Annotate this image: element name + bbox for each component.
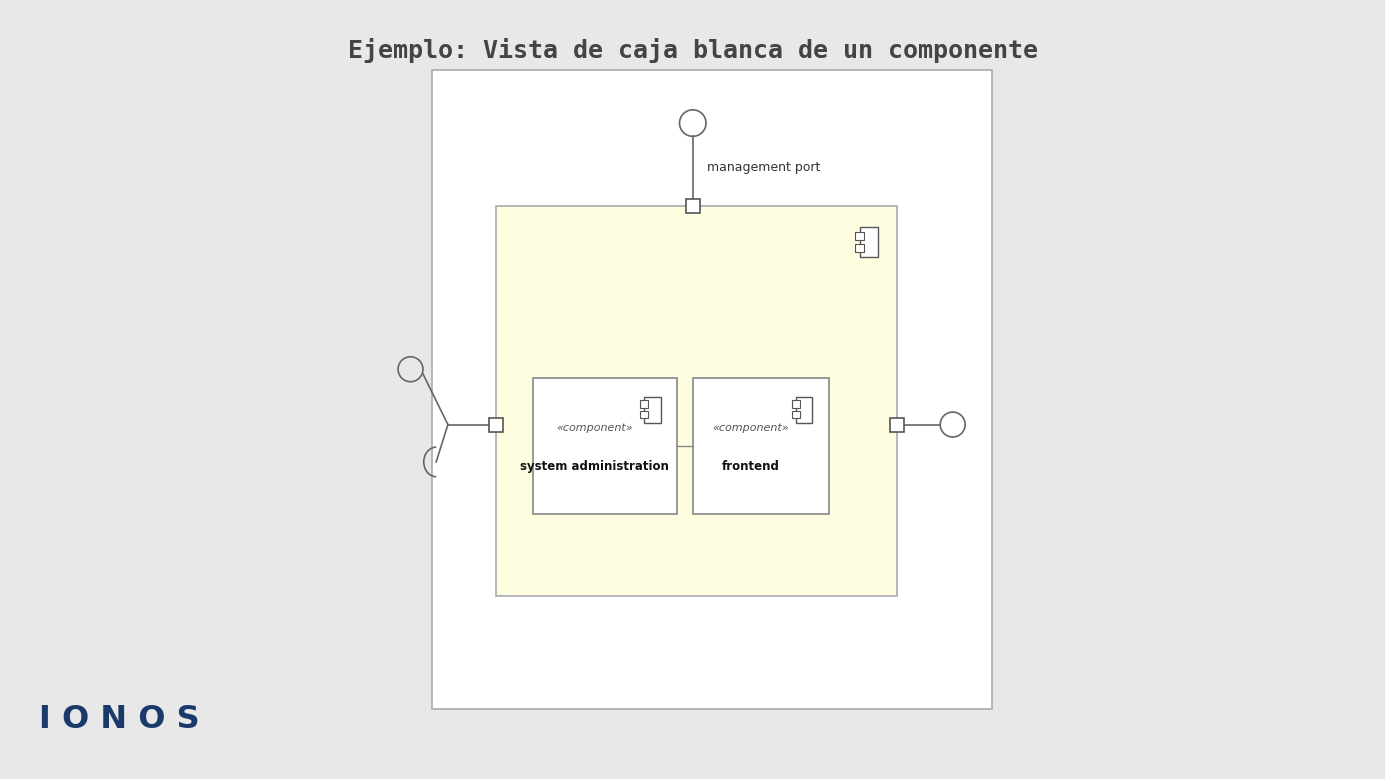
Bar	[686, 199, 699, 213]
Bar	[533, 378, 677, 514]
Bar	[644, 397, 661, 423]
Text: frontend: frontend	[722, 460, 780, 473]
Bar	[796, 397, 813, 423]
Text: management port: management port	[706, 161, 820, 174]
Text: «component»: «component»	[557, 423, 633, 433]
Bar	[792, 411, 799, 418]
Text: Ejemplo: Vista de caja blanca de un componente: Ejemplo: Vista de caja blanca de un comp…	[348, 38, 1037, 63]
Bar	[432, 70, 993, 709]
Bar	[891, 418, 904, 432]
Bar	[640, 400, 648, 407]
Bar	[640, 411, 648, 418]
Text: system administration: system administration	[521, 460, 669, 473]
Text: I O N O S: I O N O S	[39, 703, 199, 735]
Bar	[496, 206, 897, 596]
Text: «component»: «component»	[713, 423, 789, 433]
Bar	[692, 378, 828, 514]
Bar	[860, 227, 878, 257]
Bar	[855, 244, 864, 252]
Bar	[855, 232, 864, 240]
Bar	[489, 418, 503, 432]
Bar	[792, 400, 799, 407]
